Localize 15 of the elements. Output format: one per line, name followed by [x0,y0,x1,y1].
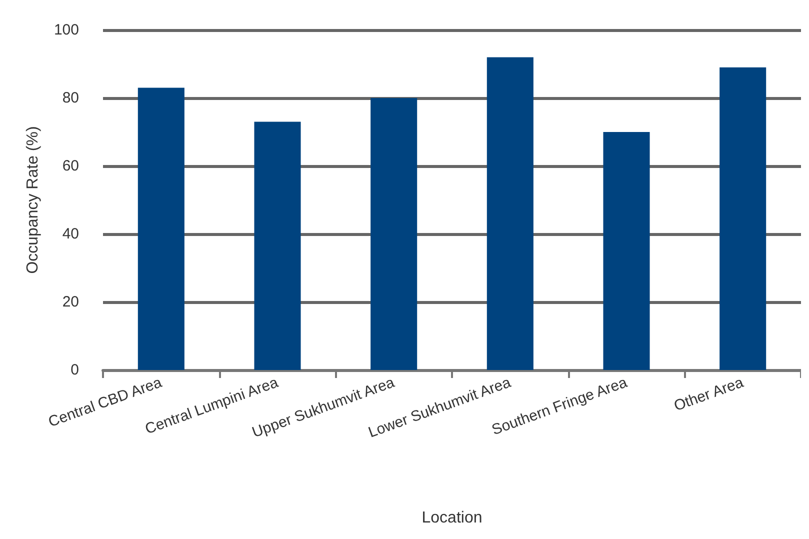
y-tick-label: 20 [62,294,79,310]
bar [603,132,650,370]
y-tick-label: 0 [70,362,79,378]
y-tick-label: 40 [62,226,79,242]
bar [138,88,184,370]
bar [486,57,534,370]
y-tick-label: 100 [54,22,79,38]
y-tick-label: 60 [62,158,79,174]
bar [370,98,418,370]
bar [720,67,766,370]
x-tick-label: Other Area [672,374,746,415]
x-axis-title: Location [422,510,482,526]
bar [254,122,301,370]
y-tick-label: 80 [62,90,79,106]
y-axis-title: Occupancy Rate (%) [24,126,42,274]
